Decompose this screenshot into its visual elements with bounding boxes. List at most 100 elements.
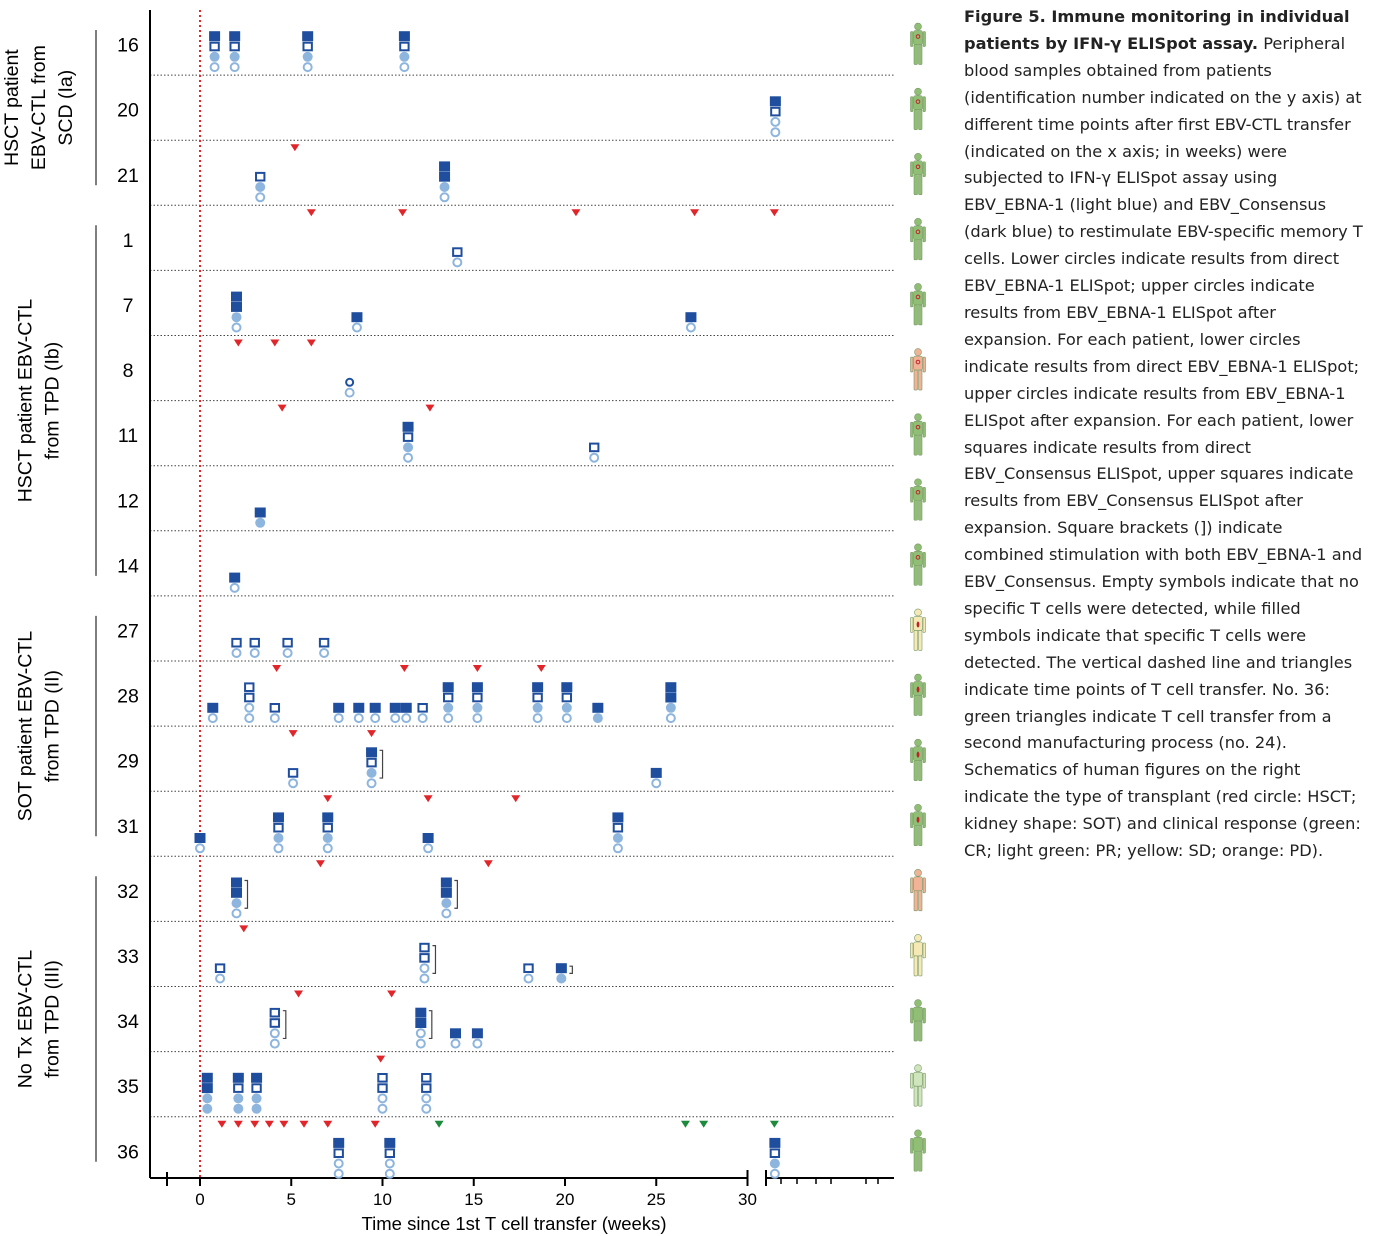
caption-title: Figure 5. Immune monitoring in individua… xyxy=(964,7,1350,53)
consensus-square-filled xyxy=(398,31,410,42)
ebna1-circle-empty xyxy=(244,702,255,713)
figure-torso xyxy=(913,485,923,501)
hsct-circle-icon xyxy=(915,34,921,39)
figure-leg xyxy=(918,174,923,196)
patient-id-label: 21 xyxy=(117,165,139,187)
figure-leg xyxy=(918,630,923,651)
figure-leg xyxy=(918,760,923,781)
ebna1-circle-empty xyxy=(319,648,330,658)
transfer-triangle xyxy=(299,1120,309,1128)
ebna1-circle-empty xyxy=(769,1168,780,1179)
figure-torso xyxy=(913,941,923,957)
consensus-square-empty xyxy=(421,1073,432,1083)
transfer-triangle-green xyxy=(699,1120,709,1128)
transfer-triangle xyxy=(398,209,408,217)
transfer-triangle xyxy=(277,404,287,412)
hsct-circle-icon xyxy=(915,489,921,495)
figure-leg xyxy=(913,304,918,326)
ebna1-circle-filled xyxy=(366,767,377,778)
figure-torso xyxy=(913,225,923,241)
figure-leg xyxy=(918,1020,923,1042)
figure-leg xyxy=(913,174,918,196)
kidney-icon xyxy=(916,751,920,758)
figure-torso xyxy=(913,876,923,892)
figure-caption: Figure 5. Immune monitoring in individua… xyxy=(964,4,1366,865)
combined-stimulation-bracket xyxy=(282,1010,287,1040)
ebna1-circle-filled xyxy=(443,702,454,713)
patient-id-label: 12 xyxy=(117,490,139,512)
consensus-square-filled xyxy=(415,1018,427,1028)
consensus-square-filled xyxy=(229,31,241,42)
figure-arm xyxy=(910,942,914,959)
group-label: SOT patient EBV-CTL xyxy=(15,631,37,822)
figure-arm xyxy=(922,942,926,959)
ebna1-circle-filled xyxy=(209,51,220,62)
consensus-square-empty xyxy=(523,963,534,974)
ebna1-circle-empty xyxy=(377,1103,388,1114)
figure-torso xyxy=(913,355,923,371)
figure-head xyxy=(914,87,922,96)
figure-leg xyxy=(913,44,918,65)
consensus-square-empty xyxy=(287,768,299,778)
ebna1-circle-empty xyxy=(401,713,412,724)
figure-head xyxy=(914,999,922,1007)
transfer-triangle xyxy=(690,209,700,217)
ebna1-circle-empty xyxy=(351,322,362,333)
ebna1-circle-empty xyxy=(415,1028,426,1039)
consensus-square-filled xyxy=(194,833,206,843)
figure-arm xyxy=(922,1072,926,1089)
hsct-circle-icon xyxy=(915,359,921,365)
consensus-square-empty xyxy=(269,1018,281,1028)
figure-arm xyxy=(922,617,926,633)
figure-arm xyxy=(922,161,926,178)
figure-leg xyxy=(918,565,923,586)
human-figure-icon xyxy=(910,1064,926,1107)
figure-leg xyxy=(918,825,923,847)
transfer-triangle xyxy=(294,990,304,998)
figure-head xyxy=(914,1129,922,1138)
ebna1-circle-empty xyxy=(403,452,414,463)
transfer-triangle-green xyxy=(434,1120,444,1128)
figure-head xyxy=(914,869,922,877)
figure-head xyxy=(914,218,922,226)
figure-arm xyxy=(910,1007,914,1024)
figure-torso xyxy=(913,95,923,110)
consensus-square-empty xyxy=(273,822,284,833)
ebna1-circle-filled xyxy=(255,517,266,528)
figure-arm xyxy=(910,877,914,894)
figure-arm xyxy=(910,421,914,438)
ebna1-circle-filled xyxy=(592,713,603,724)
consensus-square-filled xyxy=(231,291,242,302)
hsct-circle-icon xyxy=(915,229,921,235)
consensus-square-empty xyxy=(399,41,410,52)
ebna1-circle-filled xyxy=(532,702,543,713)
x-tick-label: 10 xyxy=(373,1190,392,1209)
transfer-triangle xyxy=(367,730,377,738)
figure-head xyxy=(914,413,922,421)
ebna1-circle-empty xyxy=(423,843,434,854)
consensus-square-filled xyxy=(369,702,381,713)
consensus-square-empty xyxy=(249,637,260,648)
consensus-square-filled xyxy=(592,702,604,713)
transfer-triangle xyxy=(217,1120,227,1128)
figure-leg xyxy=(918,1150,923,1172)
figure-arm xyxy=(922,31,926,47)
figure-arm xyxy=(910,226,914,243)
human-figure-icon xyxy=(910,738,926,781)
consensus-square-filled xyxy=(685,312,697,323)
ebna1-circle-filled xyxy=(472,702,483,713)
circle-dark-empty xyxy=(345,377,355,387)
consensus-square-filled xyxy=(450,1028,461,1039)
consensus-square-filled xyxy=(402,421,414,432)
consensus-square-filled xyxy=(439,161,451,172)
consensus-square-filled xyxy=(231,887,242,898)
consensus-square-filled xyxy=(209,31,221,42)
ebna1-circle-empty xyxy=(370,713,381,724)
human-figure-icon xyxy=(910,673,926,716)
combined-stimulation-bracket xyxy=(569,965,573,974)
ebna1-circle-empty xyxy=(231,648,242,658)
transfer-triangle xyxy=(250,1120,260,1128)
group-label: EBV-CTL from xyxy=(28,45,50,170)
ebna1-circle-empty xyxy=(269,713,280,724)
ebna1-circle-empty xyxy=(685,322,696,333)
